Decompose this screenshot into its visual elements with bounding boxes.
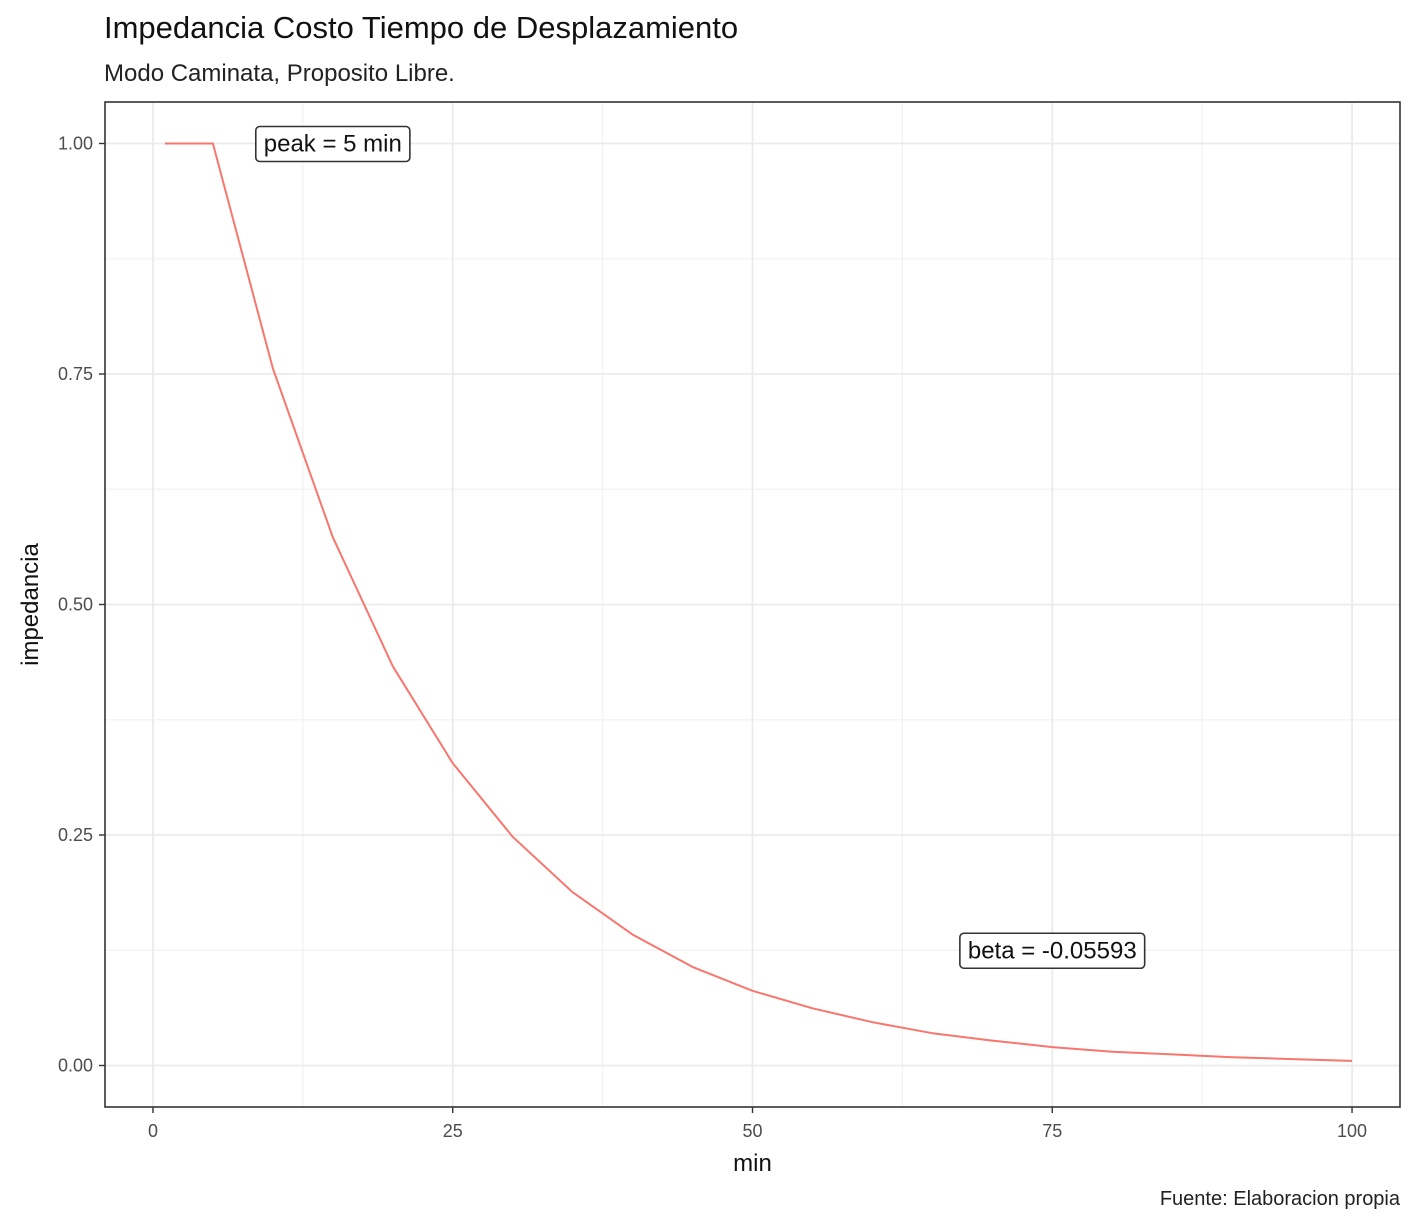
annotation-text: beta = -0.05593 <box>968 937 1137 964</box>
x-tick-label: 75 <box>1042 1121 1062 1141</box>
grid-major <box>105 102 1400 1107</box>
annotation-box <box>959 932 1146 970</box>
y-tick-label: 1.00 <box>58 133 93 153</box>
x-tick-label: 100 <box>1337 1121 1367 1141</box>
y-tick-label: 0.25 <box>58 825 93 845</box>
y-tick-label: 0.50 <box>58 595 93 615</box>
annotation-layer: peak = 5 min beta = -0.05593 <box>254 125 1146 970</box>
y-tick-label: 0.75 <box>58 364 93 384</box>
impedance-series-line <box>165 142 1353 1062</box>
x-tick-label: 0 <box>148 1121 158 1141</box>
x-axis: 0 25 50 75 100 <box>148 1107 1367 1141</box>
series-layer <box>165 142 1353 1062</box>
annotation-text: peak = 5 min <box>264 130 402 157</box>
y-axis-label: impedancia <box>17 542 44 665</box>
x-axis-label: min <box>733 1150 772 1177</box>
chart-subtitle: Modo Caminata, Proposito Libre. <box>104 60 455 87</box>
x-tick-label: 50 <box>742 1121 762 1141</box>
y-axis: 0.00 0.25 0.50 0.75 1.00 <box>58 133 105 1076</box>
chart-caption: Fuente: Elaboracion propia <box>1159 1188 1400 1210</box>
annotation-label: peak = 5 min <box>254 125 411 163</box>
y-tick-label: 0.00 <box>58 1056 93 1076</box>
annotation-label: beta = -0.05593 <box>959 932 1146 970</box>
x-tick-label: 25 <box>443 1121 463 1141</box>
chart-title: Impedancia Costo Tiempo de Desplazamient… <box>104 10 739 45</box>
annotation-box <box>254 125 411 163</box>
